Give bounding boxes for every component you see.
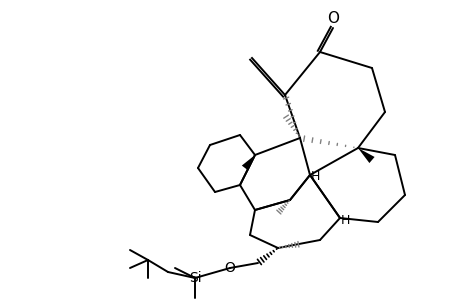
Text: O: O bbox=[224, 261, 235, 275]
Text: Si: Si bbox=[188, 271, 201, 285]
Text: H: H bbox=[340, 214, 349, 226]
Polygon shape bbox=[241, 155, 254, 170]
Text: H: H bbox=[310, 170, 319, 184]
Text: O: O bbox=[326, 11, 338, 26]
Polygon shape bbox=[357, 148, 374, 163]
